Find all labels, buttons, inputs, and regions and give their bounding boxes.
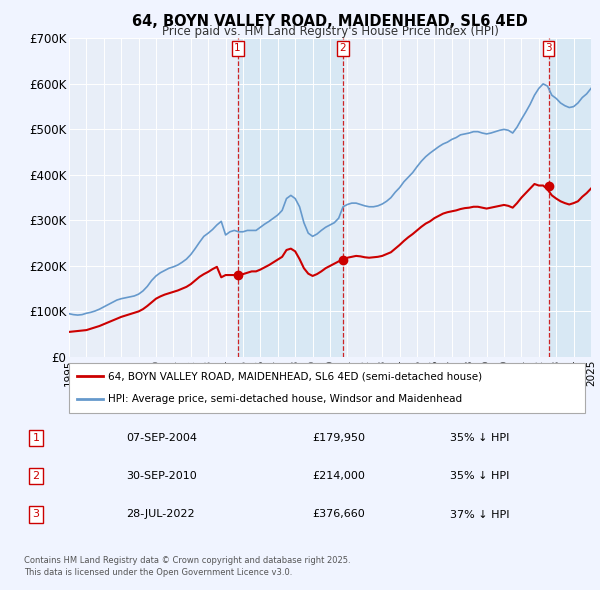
Text: HPI: Average price, semi-detached house, Windsor and Maidenhead: HPI: Average price, semi-detached house,…: [108, 395, 462, 405]
Bar: [238, 38, 343, 357]
Text: 37% ↓ HPI: 37% ↓ HPI: [450, 510, 509, 519]
Text: 35% ↓ HPI: 35% ↓ HPI: [450, 471, 509, 481]
Text: £376,660: £376,660: [312, 510, 365, 519]
Text: 2: 2: [32, 471, 40, 481]
Text: Contains HM Land Registry data © Crown copyright and database right 2025.: Contains HM Land Registry data © Crown c…: [24, 556, 350, 565]
FancyBboxPatch shape: [69, 363, 585, 413]
Bar: [548, 38, 591, 357]
Text: 1: 1: [234, 43, 241, 53]
Text: 07-SEP-2004: 07-SEP-2004: [126, 433, 197, 442]
Text: 30-SEP-2010: 30-SEP-2010: [126, 471, 197, 481]
Text: 3: 3: [545, 43, 552, 53]
Text: £214,000: £214,000: [312, 471, 365, 481]
Text: 35% ↓ HPI: 35% ↓ HPI: [450, 433, 509, 442]
Text: This data is licensed under the Open Government Licence v3.0.: This data is licensed under the Open Gov…: [24, 568, 292, 576]
Text: £179,950: £179,950: [312, 433, 365, 442]
Text: 28-JUL-2022: 28-JUL-2022: [126, 510, 194, 519]
Text: Price paid vs. HM Land Registry's House Price Index (HPI): Price paid vs. HM Land Registry's House …: [161, 25, 499, 38]
Text: 3: 3: [32, 510, 40, 519]
Text: 1: 1: [32, 433, 40, 442]
Text: 2: 2: [340, 43, 346, 53]
Text: 64, BOYN VALLEY ROAD, MAIDENHEAD, SL6 4ED (semi-detached house): 64, BOYN VALLEY ROAD, MAIDENHEAD, SL6 4E…: [108, 371, 482, 381]
Text: 64, BOYN VALLEY ROAD, MAIDENHEAD, SL6 4ED: 64, BOYN VALLEY ROAD, MAIDENHEAD, SL6 4E…: [132, 14, 528, 28]
